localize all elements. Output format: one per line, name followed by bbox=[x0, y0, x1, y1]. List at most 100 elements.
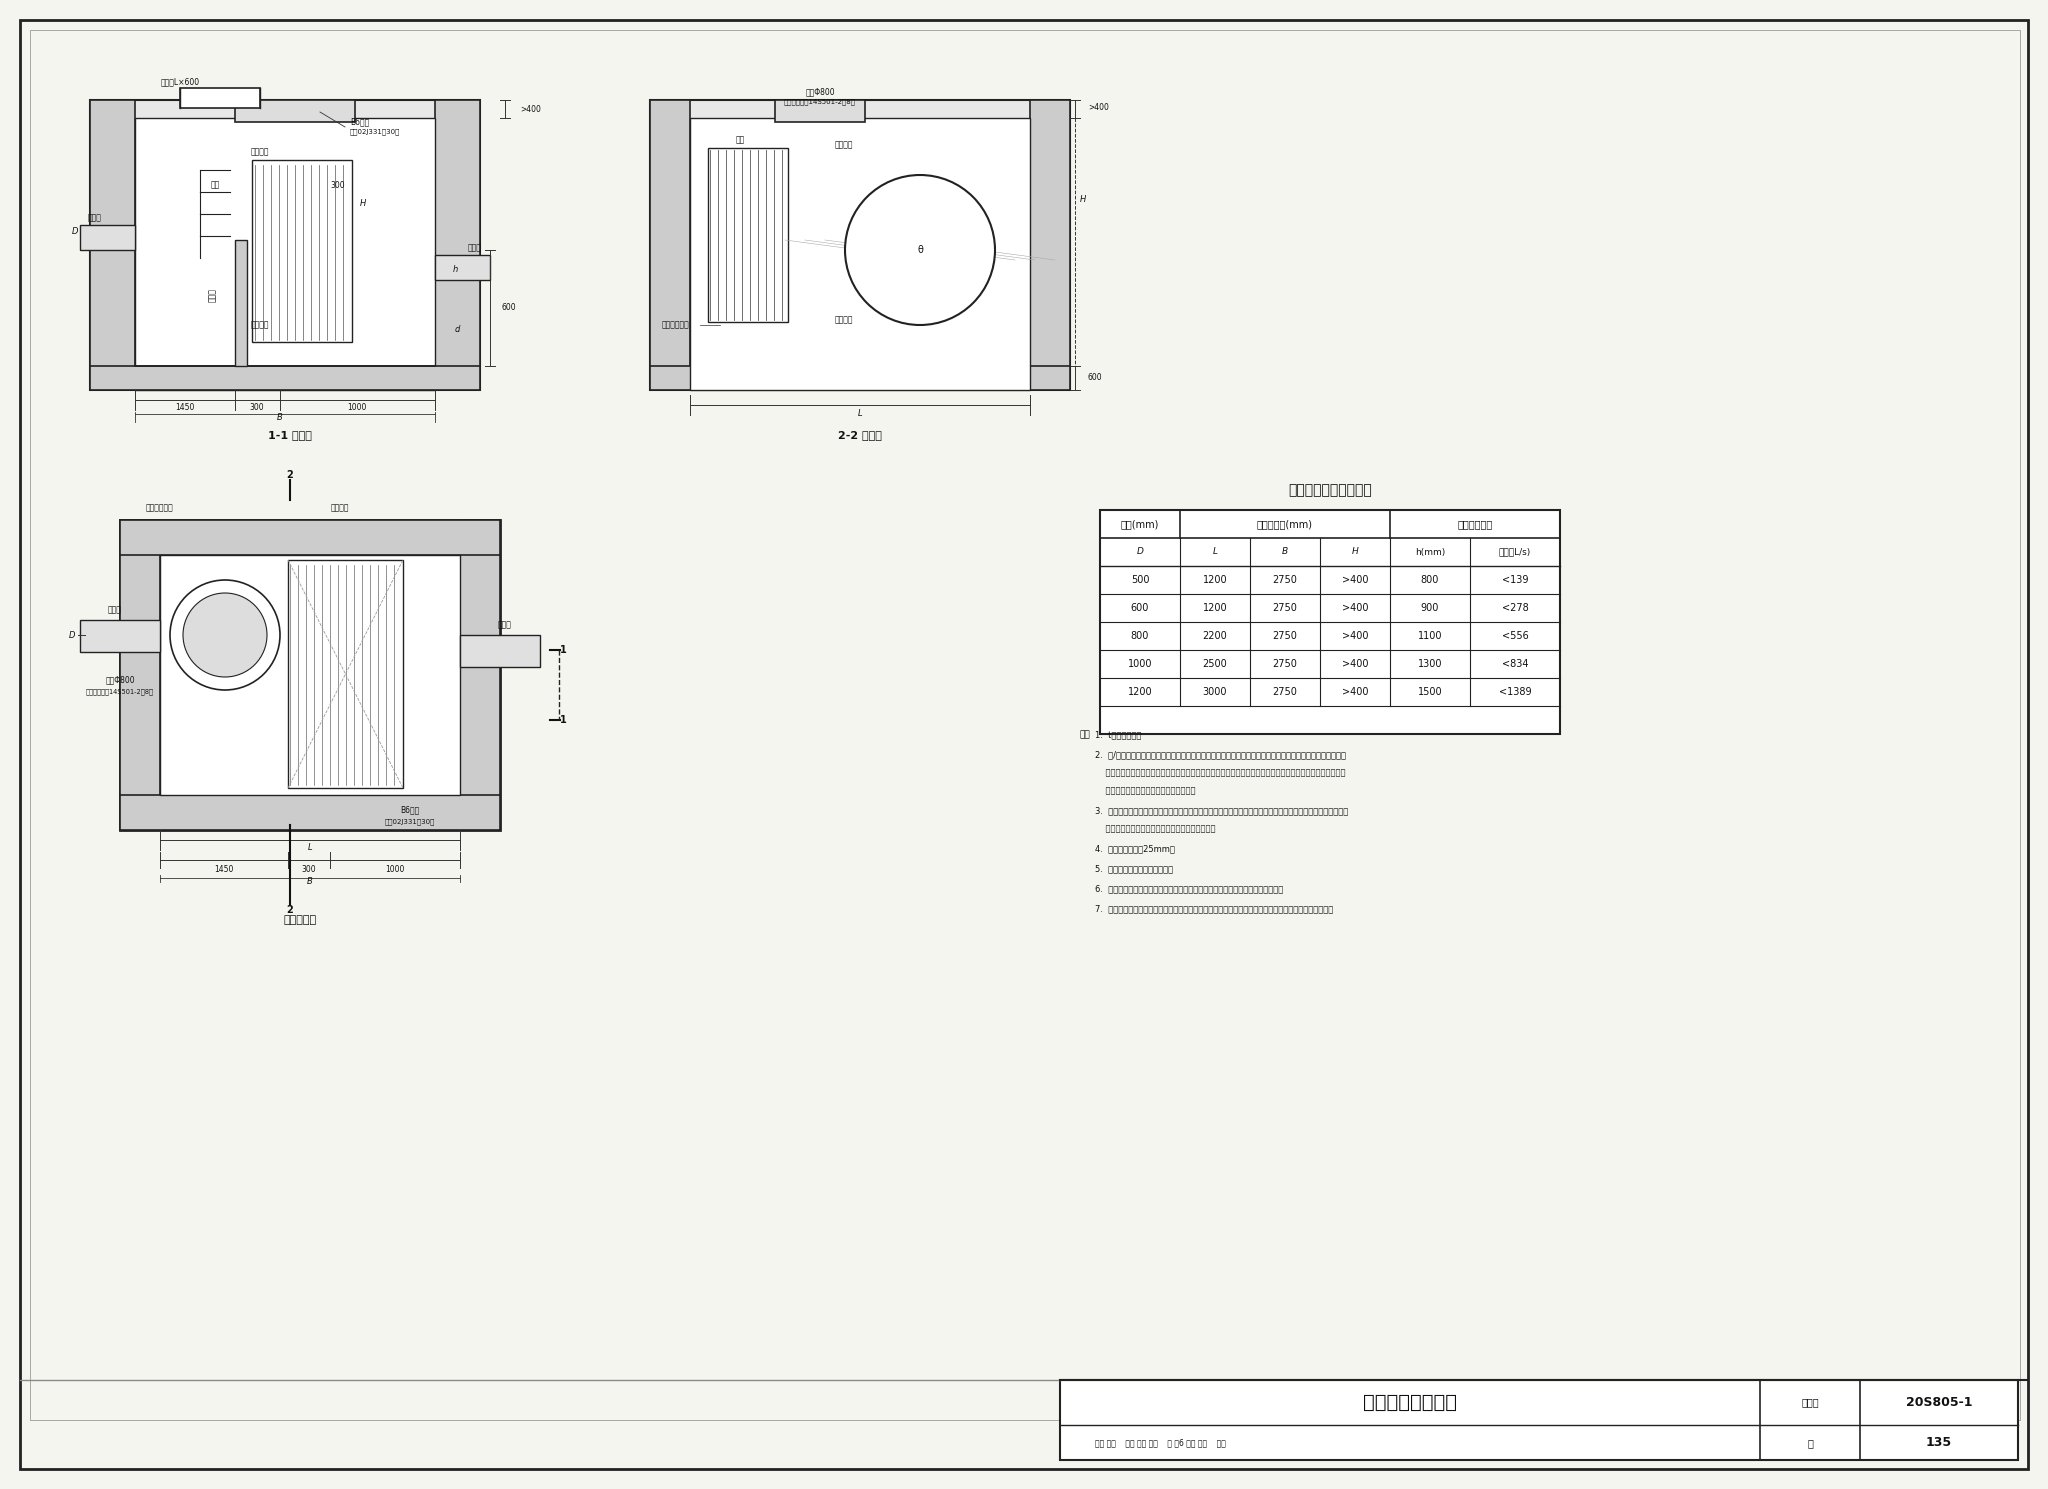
Text: D: D bbox=[68, 630, 76, 639]
Bar bbox=[160, 555, 461, 795]
Text: θ: θ bbox=[918, 246, 924, 255]
Bar bbox=[289, 560, 403, 788]
Bar bbox=[1061, 1380, 2017, 1461]
Text: 空管，放空管就近设置检修闸门或闸槽。: 空管，放空管就近设置检修闸门或闸槽。 bbox=[1096, 786, 1196, 795]
Text: 300: 300 bbox=[250, 404, 264, 412]
Circle shape bbox=[182, 593, 266, 677]
Text: h: h bbox=[453, 265, 457, 274]
Text: 管径(mm): 管径(mm) bbox=[1120, 520, 1159, 529]
Bar bbox=[236, 100, 354, 122]
Text: 1450: 1450 bbox=[215, 865, 233, 874]
Bar bbox=[135, 118, 434, 390]
Text: D: D bbox=[72, 228, 78, 237]
Text: 双层井盖详见14S501-2第8页: 双层井盖详见14S501-2第8页 bbox=[784, 98, 856, 106]
Bar bbox=[90, 100, 479, 390]
Text: 预埋槽钢: 预埋槽钢 bbox=[836, 316, 854, 325]
Text: 7.  当来水中经常夹带树枝等较大杂质或需要自动清渣时，格栅可选用回转式格栅，格栅井尺寸相应调整。: 7. 当来水中经常夹带树枝等较大杂质或需要自动清渣时，格栅可选用回转式格栅，格栅… bbox=[1096, 904, 1333, 913]
Text: 人孔Φ800: 人孔Φ800 bbox=[805, 88, 836, 97]
Bar bbox=[121, 520, 500, 829]
Text: 600: 600 bbox=[502, 304, 516, 313]
Bar bbox=[690, 118, 1030, 390]
Text: D: D bbox=[1137, 548, 1143, 557]
Text: 弃流或放空管: 弃流或放空管 bbox=[662, 320, 688, 329]
Text: 600: 600 bbox=[1130, 603, 1149, 613]
Text: 预埋槽钢: 预埋槽钢 bbox=[330, 503, 350, 512]
Text: 1300: 1300 bbox=[1417, 660, 1442, 669]
Text: >400: >400 bbox=[1341, 575, 1368, 585]
Text: 1200: 1200 bbox=[1202, 603, 1227, 613]
Bar bbox=[90, 366, 479, 390]
Text: 出水管: 出水管 bbox=[469, 244, 481, 253]
Bar bbox=[461, 520, 500, 829]
Text: >400: >400 bbox=[1087, 104, 1108, 113]
Text: 本图集时结构专业需结合实际情况进行深化设计。: 本图集时结构专业需结合实际情况进行深化设计。 bbox=[1096, 823, 1217, 832]
Text: 3.  因格栅井、进出水管径、埋深及所处位置的荷载情况等不确定因素太多，所以本图集仅给出工艺布置图，选用: 3. 因格栅井、进出水管径、埋深及所处位置的荷载情况等不确定因素太多，所以本图集… bbox=[1096, 806, 1348, 814]
Text: 800: 800 bbox=[1421, 575, 1440, 585]
Text: 溢流堰: 溢流堰 bbox=[207, 287, 217, 302]
Bar bbox=[649, 100, 1069, 390]
Text: >400: >400 bbox=[1341, 660, 1368, 669]
Text: B: B bbox=[276, 414, 283, 423]
Text: 6.  溢流堰前的栅渣应定期进行人工清捞，清捞周期由设计人员根据实际情况确定。: 6. 溢流堰前的栅渣应定期进行人工清捞，清捞周期由设计人员根据实际情况确定。 bbox=[1096, 884, 1284, 893]
Text: 审核 李靖    主编 校对 郭猛    计 办6 设计 龚伟    换传: 审核 李靖 主编 校对 郭猛 计 办6 设计 龚伟 换传 bbox=[1094, 1438, 1225, 1447]
Text: 300: 300 bbox=[330, 180, 346, 189]
Text: 进水管: 进水管 bbox=[109, 606, 123, 615]
Text: 2750: 2750 bbox=[1272, 631, 1298, 640]
Text: 1100: 1100 bbox=[1417, 631, 1442, 640]
Bar bbox=[649, 100, 1069, 118]
Text: 进水管: 进水管 bbox=[88, 213, 102, 222]
Text: 预埋槽钢: 预埋槽钢 bbox=[250, 147, 268, 156]
Text: B6盖板: B6盖板 bbox=[399, 806, 420, 814]
Text: 300: 300 bbox=[301, 865, 315, 874]
Text: 参见02J331第30页: 参见02J331第30页 bbox=[350, 128, 399, 135]
Text: 出水管: 出水管 bbox=[498, 621, 512, 630]
Text: L: L bbox=[858, 408, 862, 417]
Text: H: H bbox=[360, 198, 367, 207]
Text: 3000: 3000 bbox=[1202, 686, 1227, 697]
Text: 2750: 2750 bbox=[1272, 603, 1298, 613]
Text: 预埋槽钢: 预埋槽钢 bbox=[250, 320, 268, 329]
Bar bbox=[461, 634, 541, 667]
Text: 2750: 2750 bbox=[1272, 660, 1298, 669]
Bar bbox=[121, 795, 500, 829]
Text: 900: 900 bbox=[1421, 603, 1440, 613]
Text: 1450: 1450 bbox=[176, 404, 195, 412]
Text: 流量（L/s): 流量（L/s) bbox=[1499, 548, 1532, 557]
Text: 2-2 剖面图: 2-2 剖面图 bbox=[838, 430, 883, 441]
Text: L: L bbox=[307, 843, 311, 853]
Text: <1389: <1389 bbox=[1499, 686, 1532, 697]
Text: 弃流或放空管: 弃流或放空管 bbox=[145, 503, 174, 512]
Text: 600: 600 bbox=[1087, 374, 1102, 383]
Bar bbox=[774, 100, 864, 122]
Text: 格栅: 格栅 bbox=[735, 135, 745, 144]
Bar bbox=[649, 100, 690, 390]
Text: 1.  t为管道壁厚。: 1. t为管道壁厚。 bbox=[1096, 730, 1141, 739]
Bar bbox=[90, 100, 135, 390]
Text: 1000: 1000 bbox=[1128, 660, 1153, 669]
Text: 页: 页 bbox=[1806, 1438, 1812, 1447]
Bar bbox=[236, 240, 248, 366]
Bar bbox=[434, 255, 489, 280]
Text: >400: >400 bbox=[1341, 631, 1368, 640]
Bar bbox=[180, 88, 260, 109]
Text: 2500: 2500 bbox=[1202, 660, 1227, 669]
Bar bbox=[709, 147, 788, 322]
Text: 人孔Φ800: 人孔Φ800 bbox=[104, 676, 135, 685]
Text: 1: 1 bbox=[559, 645, 567, 655]
Text: 注：: 注： bbox=[1079, 730, 1092, 739]
Text: 2: 2 bbox=[287, 471, 293, 479]
Text: 安装孔L×600: 安装孔L×600 bbox=[160, 77, 199, 86]
Bar bbox=[90, 100, 479, 118]
Bar bbox=[1030, 100, 1069, 390]
Text: 1000: 1000 bbox=[348, 404, 367, 412]
Text: 2: 2 bbox=[287, 905, 293, 916]
Text: 1000: 1000 bbox=[385, 865, 406, 874]
Text: 135: 135 bbox=[1925, 1437, 1952, 1449]
Text: 2200: 2200 bbox=[1202, 631, 1227, 640]
Text: 800: 800 bbox=[1130, 631, 1149, 640]
Bar bbox=[252, 159, 352, 342]
Bar bbox=[80, 619, 160, 652]
Text: >400: >400 bbox=[1341, 603, 1368, 613]
Text: B: B bbox=[1282, 548, 1288, 557]
Text: d: d bbox=[455, 326, 461, 335]
